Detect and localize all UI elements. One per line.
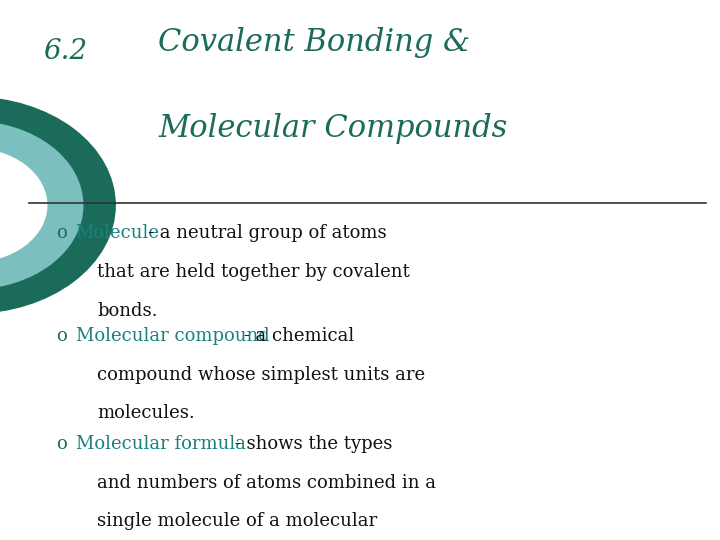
Text: - shows the types: - shows the types [229, 435, 392, 453]
Text: Covalent Bonding &: Covalent Bonding & [158, 27, 471, 58]
Text: Molecule: Molecule [76, 224, 160, 242]
Text: Molecular formula: Molecular formula [76, 435, 246, 453]
Text: single molecule of a molecular: single molecule of a molecular [97, 512, 377, 530]
Text: o: o [56, 224, 66, 242]
Text: and numbers of atoms combined in a: and numbers of atoms combined in a [97, 474, 436, 491]
Text: - a neutral group of atoms: - a neutral group of atoms [148, 224, 387, 242]
Text: molecules.: molecules. [97, 404, 195, 422]
Text: compound whose simplest units are: compound whose simplest units are [97, 366, 426, 383]
Circle shape [0, 148, 47, 262]
Text: o: o [56, 327, 66, 345]
Text: Molecular compound: Molecular compound [76, 327, 269, 345]
Text: o: o [56, 435, 66, 453]
Circle shape [0, 122, 83, 289]
Text: Molecular Compounds: Molecular Compounds [158, 113, 508, 144]
Circle shape [0, 97, 115, 313]
Text: that are held together by covalent: that are held together by covalent [97, 263, 410, 281]
Text: 6.2: 6.2 [43, 38, 87, 65]
Text: bonds.: bonds. [97, 302, 158, 320]
Text: - a chemical: - a chemical [238, 327, 354, 345]
